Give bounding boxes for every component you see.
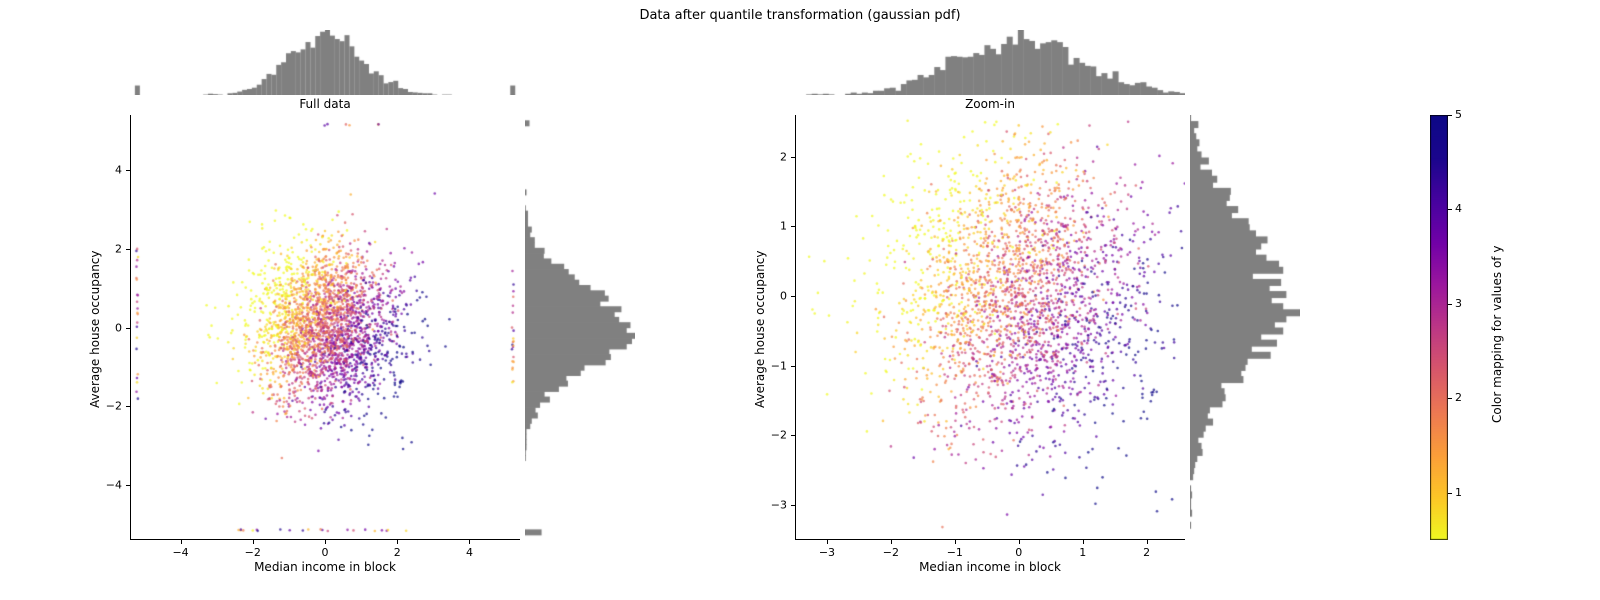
- colorbar-tick-mark: [1448, 115, 1452, 116]
- colorbar-label: Color mapping for values of y: [1490, 245, 1504, 422]
- right-hist-top-canvas: [795, 30, 1185, 95]
- colorbar-tick-label: 3: [1455, 297, 1462, 310]
- right-hist-right-canvas: [1190, 115, 1300, 540]
- xtick-label: −2: [245, 546, 261, 559]
- xtick-label: 2: [1143, 546, 1150, 559]
- colorbar-tick-label: 2: [1455, 391, 1462, 404]
- ytick-label: −2: [757, 429, 787, 442]
- colorbar-canvas: [1430, 115, 1448, 540]
- left-xlabel: Median income in block: [130, 560, 520, 574]
- left-subplot-title: Full data: [130, 97, 520, 111]
- ytick-label: 2: [757, 150, 787, 163]
- tick-mark: [791, 366, 795, 367]
- right-xlabel: Median income in block: [795, 560, 1185, 574]
- right-scatter-canvas: [795, 115, 1185, 540]
- colorbar-tick-mark: [1448, 209, 1452, 210]
- xtick-label: 0: [322, 546, 329, 559]
- tick-mark: [126, 485, 130, 486]
- xtick-label: −1: [947, 546, 963, 559]
- left-hist-right-canvas: [525, 115, 635, 540]
- right-hist-top: [795, 30, 1185, 95]
- xtick-label: −2: [883, 546, 899, 559]
- tick-mark: [891, 540, 892, 544]
- tick-mark: [181, 540, 182, 544]
- right-scatter: Zoom-in −3−2−1012 −3−2−1012 Median incom…: [795, 115, 1185, 540]
- right-hist-right: [1190, 115, 1300, 540]
- ytick-label: 1: [757, 220, 787, 233]
- tick-mark: [1147, 540, 1148, 544]
- right-spine-bottom: [795, 539, 1185, 540]
- tick-mark: [126, 170, 130, 171]
- left-scatter: Full data −4−2024 −4−2024 Median income …: [130, 115, 520, 540]
- colorbar-tick-mark: [1448, 304, 1452, 305]
- tick-mark: [126, 328, 130, 329]
- xtick-label: 0: [1015, 546, 1022, 559]
- right-spine-left: [795, 115, 796, 540]
- tick-mark: [791, 296, 795, 297]
- tick-mark: [397, 540, 398, 544]
- xtick-label: 2: [394, 546, 401, 559]
- tick-mark: [791, 435, 795, 436]
- tick-mark: [1083, 540, 1084, 544]
- tick-mark: [955, 540, 956, 544]
- xtick-label: −4: [172, 546, 188, 559]
- right-ylabel: Average house occupancy: [753, 250, 767, 408]
- tick-mark: [469, 540, 470, 544]
- xtick-label: 1: [1079, 546, 1086, 559]
- colorbar-tick-mark: [1448, 493, 1452, 494]
- colorbar: 12345 Color mapping for values of y: [1430, 115, 1448, 540]
- xtick-label: −3: [819, 546, 835, 559]
- left-hist-right: [525, 115, 635, 540]
- tick-mark: [126, 249, 130, 250]
- figure: Data after quantile transformation (gaus…: [0, 0, 1600, 600]
- ytick-label: −3: [757, 499, 787, 512]
- tick-mark: [1019, 540, 1020, 544]
- colorbar-tick-label: 5: [1455, 108, 1462, 121]
- tick-mark: [325, 540, 326, 544]
- left-spine-left: [130, 115, 131, 540]
- tick-mark: [791, 157, 795, 158]
- tick-mark: [126, 406, 130, 407]
- colorbar-tick-label: 4: [1455, 202, 1462, 215]
- xtick-label: 4: [466, 546, 473, 559]
- tick-mark: [791, 226, 795, 227]
- tick-mark: [791, 505, 795, 506]
- tick-mark: [827, 540, 828, 544]
- right-subplot-title: Zoom-in: [795, 97, 1185, 111]
- tick-mark: [253, 540, 254, 544]
- left-hist-top: [130, 30, 520, 95]
- left-ylabel: Average house occupancy: [88, 250, 102, 408]
- colorbar-tick-label: 1: [1455, 486, 1462, 499]
- left-hist-top-canvas: [130, 30, 520, 95]
- left-scatter-canvas: [130, 115, 520, 540]
- figure-suptitle: Data after quantile transformation (gaus…: [0, 8, 1600, 23]
- colorbar-tick-mark: [1448, 398, 1452, 399]
- ytick-label: 4: [92, 164, 122, 177]
- ytick-label: −4: [92, 478, 122, 491]
